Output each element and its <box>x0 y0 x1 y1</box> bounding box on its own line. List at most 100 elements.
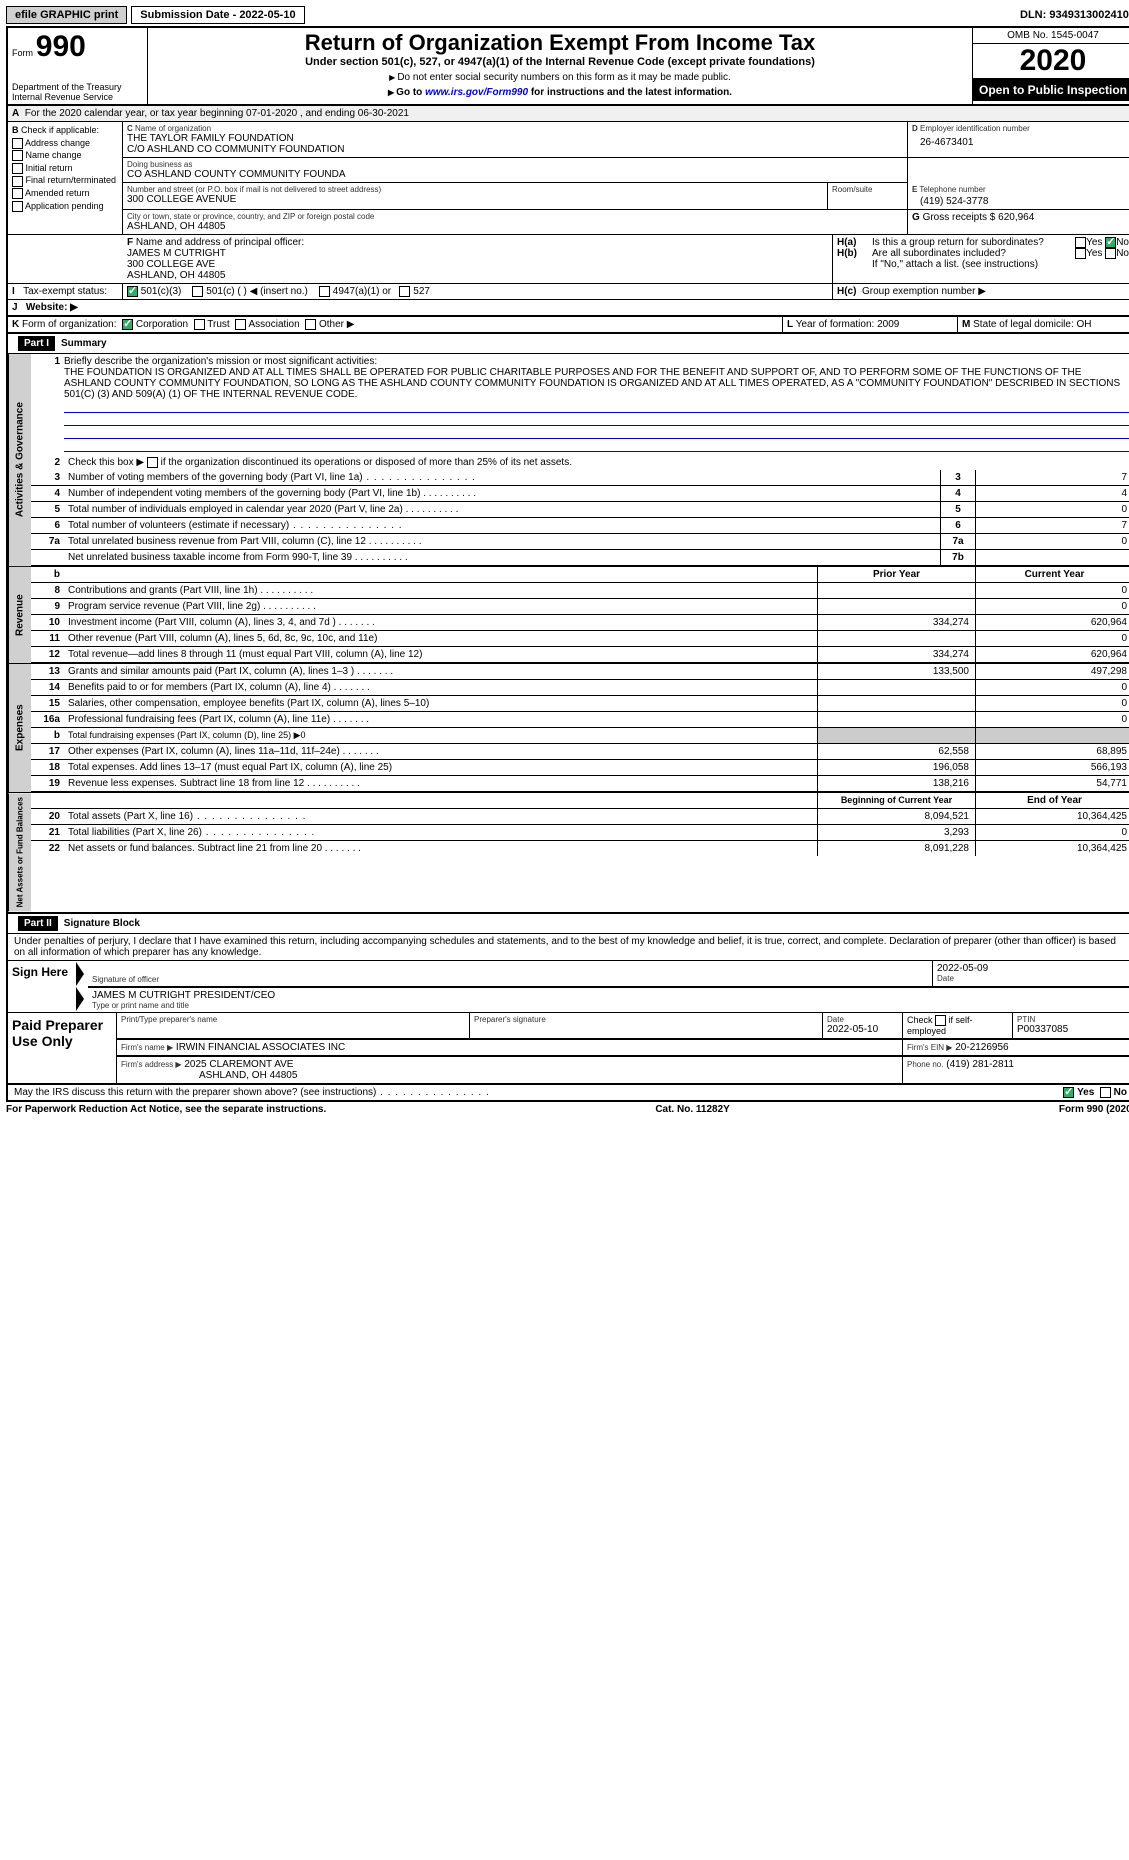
cb-4947[interactable] <box>319 286 330 297</box>
cb-corporation[interactable] <box>122 319 133 330</box>
footer: For Paperwork Reduction Act Notice, see … <box>6 1102 1129 1115</box>
val-3: 7 <box>975 470 1129 485</box>
part1-header: Part ISummary <box>8 334 1129 354</box>
v9p <box>817 599 975 614</box>
telephone: (419) 524-3778 <box>912 194 1129 207</box>
part2-header: Part IISignature Block <box>8 912 1129 934</box>
v16ap <box>817 712 975 727</box>
l14: Benefits paid to or for members (Part IX… <box>64 680 817 695</box>
l6: Total number of volunteers (estimate if … <box>64 518 940 533</box>
box-e: E Telephone number (419) 524-3778 <box>908 183 1129 210</box>
cb-discuss-no[interactable] <box>1100 1087 1111 1098</box>
v20p: 8,094,521 <box>817 809 975 824</box>
prep-date: 2022-05-10 <box>827 1024 898 1035</box>
cb-trust[interactable] <box>194 319 205 330</box>
l22: Net assets or fund balances. Subtract li… <box>64 841 817 856</box>
cb-amended-return[interactable] <box>12 188 23 199</box>
sig-officer-label: Signature of officer <box>92 975 928 984</box>
l4: Number of independent voting members of … <box>64 486 940 501</box>
cb-527[interactable] <box>399 286 410 297</box>
cb-hb-yes[interactable] <box>1075 248 1086 259</box>
arrow-icon <box>76 987 84 1011</box>
l13: Grants and similar amounts paid (Part IX… <box>64 664 817 679</box>
v20c: 10,364,425 <box>975 809 1129 824</box>
cb-ha-yes[interactable] <box>1075 237 1086 248</box>
cb-self-employed[interactable] <box>935 1015 946 1026</box>
section-a-tax-year: A For the 2020 calendar year, or tax yea… <box>8 106 1129 122</box>
vtab-revenue: Revenue <box>8 567 31 663</box>
org-name-2: C/O ASHLAND CO COMMUNITY FOUNDATION <box>127 144 903 155</box>
v14c: 0 <box>975 680 1129 695</box>
submission-date: Submission Date - 2022-05-10 <box>131 6 304 24</box>
ptin: P00337085 <box>1017 1024 1129 1035</box>
cb-discuss-yes[interactable] <box>1063 1087 1074 1098</box>
open-inspection: Open to Public Inspection <box>973 79 1129 101</box>
box-l: L Year of formation: 2009 <box>783 317 958 332</box>
v16ac: 0 <box>975 712 1129 727</box>
l11: Other revenue (Part VIII, column (A), li… <box>64 631 817 646</box>
firm-name: IRWIN FINANCIAL ASSOCIATES INC <box>176 1042 345 1053</box>
irs-link[interactable]: www.irs.gov/Form990 <box>425 87 528 98</box>
officer-addr1: 300 COLLEGE AVE <box>127 259 215 270</box>
l16b: Total fundraising expenses (Part IX, col… <box>64 728 817 743</box>
cb-final-return[interactable] <box>12 176 23 187</box>
box-f: F Name and address of principal officer:… <box>123 235 833 283</box>
v8p <box>817 583 975 598</box>
v21p: 3,293 <box>817 825 975 840</box>
l17: Other expenses (Part IX, column (A), lin… <box>64 744 817 759</box>
form-outer: Form 990 Department of the Treasury Inte… <box>6 26 1129 1102</box>
cb-address-change[interactable] <box>12 138 23 149</box>
vtab-activities: Activities & Governance <box>8 354 31 566</box>
l2: Check this box ▶ if the organization dis… <box>64 455 1129 470</box>
ein: 26-4673401 <box>912 133 1129 148</box>
l21: Total liabilities (Part X, line 26) <box>64 825 817 840</box>
v14p <box>817 680 975 695</box>
cb-association[interactable] <box>235 319 246 330</box>
box-h: H(a) Is this a group return for subordin… <box>833 235 1129 283</box>
gross-receipts: 620,964 <box>998 212 1034 223</box>
cb-name-change[interactable] <box>12 150 23 161</box>
form-title: Return of Organization Exempt From Incom… <box>152 30 968 56</box>
box-d: D Employer identification number 26-4673… <box>908 122 1129 158</box>
type-name-label: Type or print name and title <box>92 1001 1129 1010</box>
sig-date-label: Date <box>937 974 1129 983</box>
hdr-prior: Prior Year <box>817 567 975 582</box>
perjury-text: Under penalties of perjury, I declare th… <box>8 934 1129 961</box>
v12c: 620,964 <box>975 647 1129 662</box>
v11p <box>817 631 975 646</box>
v15c: 0 <box>975 696 1129 711</box>
v19p: 138,216 <box>817 776 975 791</box>
box-j: J Website: ▶ <box>8 300 1129 315</box>
sig-date-val: 2022-05-09 <box>937 963 1129 974</box>
cb-ha-no[interactable] <box>1105 237 1116 248</box>
box-g: G Gross receipts $ 620,964 <box>908 210 1129 235</box>
cb-initial-return[interactable] <box>12 163 23 174</box>
v15p <box>817 696 975 711</box>
cb-discontinued[interactable] <box>147 457 158 468</box>
box-k: K Form of organization: Corporation Trus… <box>8 317 783 332</box>
v17p: 62,558 <box>817 744 975 759</box>
l1-label: Briefly describe the organization's miss… <box>64 356 377 367</box>
l8: Contributions and grants (Part VIII, lin… <box>64 583 817 598</box>
cb-hb-no[interactable] <box>1105 248 1116 259</box>
val-5: 0 <box>975 502 1129 517</box>
efile-print-btn[interactable]: efile GRAPHIC print <box>6 6 127 24</box>
box-i-label: I Tax-exempt status: <box>8 284 123 300</box>
header-right: OMB No. 1545-0047 2020 Open to Public In… <box>973 28 1129 104</box>
v8c: 0 <box>975 583 1129 598</box>
arrow-icon <box>76 962 84 986</box>
form-word: Form <box>12 48 33 58</box>
cb-501c[interactable] <box>192 286 203 297</box>
cb-501c3[interactable] <box>127 286 138 297</box>
note-ssn: Do not enter social security numbers on … <box>397 72 730 83</box>
irs-label: Internal Revenue Service <box>12 92 143 102</box>
footer-right: Form 990 (2020) <box>1059 1104 1129 1115</box>
v21c: 0 <box>975 825 1129 840</box>
l19: Revenue less expenses. Subtract line 18 … <box>64 776 817 791</box>
header-left: Form 990 Department of the Treasury Inte… <box>8 28 148 104</box>
cb-application-pending[interactable] <box>12 201 23 212</box>
note-goto-post: for instructions and the latest informat… <box>528 87 732 98</box>
box-hc: H(c) Group exemption number ▶ <box>833 284 1129 300</box>
cb-other[interactable] <box>305 319 316 330</box>
l20: Total assets (Part X, line 16) <box>64 809 817 824</box>
